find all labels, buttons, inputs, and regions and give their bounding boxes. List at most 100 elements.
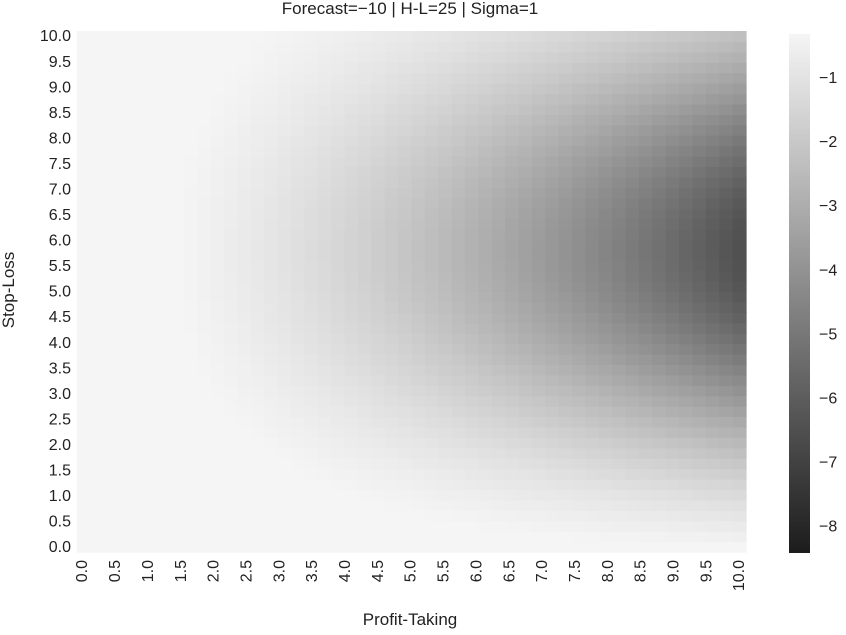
heatmap-cell xyxy=(117,343,132,355)
heatmap-cell xyxy=(558,489,573,501)
heatmap-cell xyxy=(331,385,346,397)
heatmap-cell xyxy=(90,103,105,115)
heatmap-cell xyxy=(157,468,172,480)
heatmap-cell xyxy=(157,93,172,105)
heatmap-cell xyxy=(424,72,439,84)
heatmap-cell xyxy=(424,260,439,272)
heatmap-cell xyxy=(665,281,680,293)
heatmap-cell xyxy=(77,218,91,230)
heatmap-cell xyxy=(665,395,680,407)
heatmap-cell xyxy=(224,291,239,303)
heatmap-cell xyxy=(304,458,319,470)
heatmap-cell xyxy=(157,343,172,355)
heatmap-cell xyxy=(679,385,694,397)
x-tick-label: 3.0 xyxy=(271,560,288,582)
heatmap-cell xyxy=(652,239,667,251)
heatmap-cell xyxy=(184,374,199,386)
heatmap-cell xyxy=(170,312,185,324)
heatmap-cell xyxy=(77,124,91,136)
heatmap-cell xyxy=(451,385,466,397)
heatmap-cell xyxy=(344,520,359,532)
heatmap-cell xyxy=(291,93,306,105)
heatmap-cell xyxy=(304,479,319,491)
heatmap-cell xyxy=(518,354,533,366)
heatmap-cell xyxy=(411,291,426,303)
heatmap-cell xyxy=(518,228,533,240)
heatmap-cell xyxy=(264,218,279,230)
heatmap-cell xyxy=(237,437,252,449)
heatmap-cell xyxy=(237,228,252,240)
heatmap-cell xyxy=(625,281,640,293)
heatmap-cell xyxy=(625,197,640,209)
heatmap-cell xyxy=(264,458,279,470)
heatmap-cell xyxy=(344,249,359,261)
heatmap-cell xyxy=(719,322,734,334)
heatmap-cell xyxy=(277,395,292,407)
heatmap-cell xyxy=(491,447,506,459)
heatmap-cell xyxy=(465,114,479,126)
heatmap-cell xyxy=(478,416,493,428)
heatmap-cell xyxy=(572,406,587,418)
heatmap-cell xyxy=(237,406,252,418)
heatmap-cell xyxy=(612,103,627,115)
heatmap-cell xyxy=(598,291,613,303)
x-tick-labels: 0.0 0.5 1.0 1.5 2.0 2.5 3.0 3.5 4.0 4.5 5.0 5.5 6.0 6… xyxy=(74,560,748,591)
heatmap-cell xyxy=(103,62,118,74)
heatmap-cell xyxy=(572,416,587,428)
heatmap-cell xyxy=(652,103,667,115)
heatmap-cell xyxy=(184,249,199,261)
heatmap-cell xyxy=(732,249,747,261)
heatmap-cell xyxy=(224,510,239,522)
heatmap-cell xyxy=(572,374,587,386)
heatmap-cell xyxy=(398,479,413,491)
heatmap-cell xyxy=(612,541,627,553)
heatmap-cell xyxy=(625,374,640,386)
heatmap-cell xyxy=(264,291,279,303)
heatmap-cell xyxy=(545,333,560,345)
heatmap-cell xyxy=(505,447,520,459)
heatmap-cell xyxy=(398,103,413,115)
heatmap-cell xyxy=(465,281,479,293)
heatmap-cell xyxy=(143,83,158,95)
heatmap-cell xyxy=(625,343,640,355)
heatmap-cell xyxy=(612,458,627,470)
heatmap-cell xyxy=(264,166,279,178)
heatmap-cell xyxy=(491,124,506,136)
heatmap-cell xyxy=(572,145,587,157)
heatmap-cell xyxy=(625,239,640,251)
heatmap-cell xyxy=(505,312,520,324)
heatmap-cell xyxy=(264,364,279,376)
heatmap-cell xyxy=(679,416,694,428)
heatmap-cell xyxy=(411,156,426,168)
heatmap-cell xyxy=(478,364,493,376)
heatmap-cell xyxy=(331,531,346,543)
heatmap-cell xyxy=(679,72,694,84)
heatmap-cell xyxy=(438,176,453,188)
heatmap-cell xyxy=(531,93,546,105)
y-tick-label: 7.5 xyxy=(49,156,71,173)
heatmap-cell xyxy=(250,458,265,470)
heatmap-cell xyxy=(398,31,413,43)
heatmap-cell xyxy=(545,103,560,115)
heatmap-cell xyxy=(277,458,292,470)
heatmap-cell xyxy=(237,218,252,230)
heatmap-cell xyxy=(438,41,453,53)
heatmap-cell xyxy=(558,531,573,543)
heatmap-cell xyxy=(331,218,346,230)
heatmap-cell xyxy=(638,249,653,261)
heatmap-cell xyxy=(438,395,453,407)
heatmap-cell xyxy=(585,62,600,74)
heatmap-cell xyxy=(398,93,413,105)
y-tick-label: 9.0 xyxy=(49,79,71,96)
heatmap-cell xyxy=(331,520,346,532)
heatmap-cell xyxy=(598,166,613,178)
heatmap-cell xyxy=(184,468,199,480)
heatmap-cell xyxy=(572,447,587,459)
heatmap-cell xyxy=(170,218,185,230)
heatmap-cell xyxy=(518,83,533,95)
heatmap-cell xyxy=(384,114,399,126)
heatmap-cell xyxy=(652,228,667,240)
heatmap-cell xyxy=(598,406,613,418)
heatmap-cell xyxy=(411,343,426,355)
heatmap-cell xyxy=(424,531,439,543)
